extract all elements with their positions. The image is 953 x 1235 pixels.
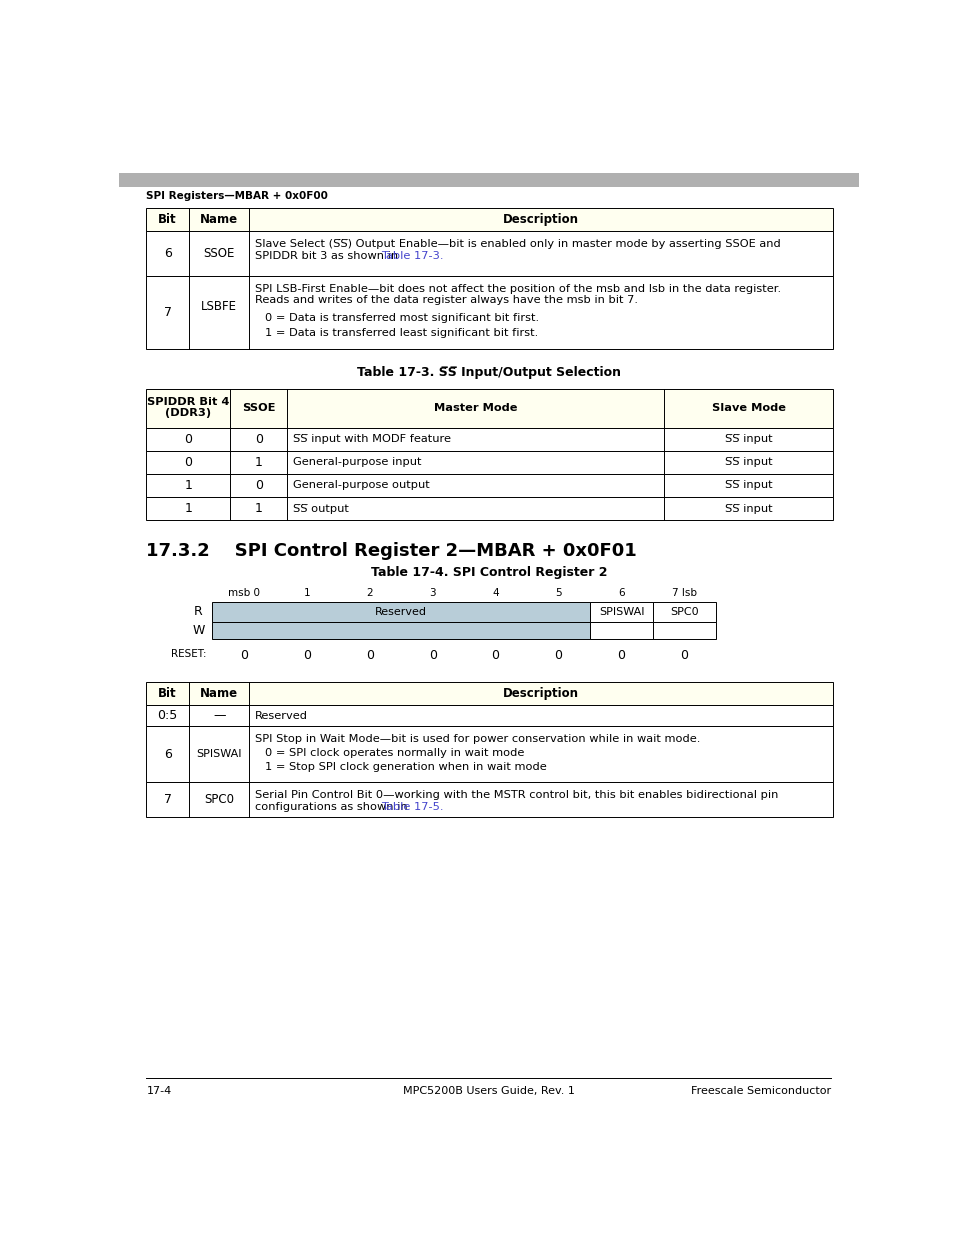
Text: Table 17-5.: Table 17-5. — [381, 802, 443, 811]
Text: 6: 6 — [164, 247, 172, 261]
Text: General-purpose output: General-purpose output — [293, 480, 429, 490]
Text: 4: 4 — [492, 588, 498, 598]
Text: 0: 0 — [679, 650, 688, 662]
Text: Name: Name — [200, 687, 238, 700]
Text: MPC5200B Users Guide, Rev. 1: MPC5200B Users Guide, Rev. 1 — [402, 1086, 575, 1095]
Text: 0: 0 — [365, 650, 374, 662]
Text: 0: 0 — [254, 479, 262, 492]
Text: Slave Select (S̅S̅) Output Enable—bit is enabled only in master mode by assertin: Slave Select (S̅S̅) Output Enable—bit is… — [254, 240, 780, 249]
Text: 7 lsb: 7 lsb — [671, 588, 697, 598]
Text: 0: 0 — [491, 650, 499, 662]
Bar — [146, 705, 832, 726]
Text: Description: Description — [503, 687, 578, 700]
Bar — [146, 726, 832, 782]
Bar — [146, 474, 832, 496]
Text: Table 17-4. SPI Control Register 2: Table 17-4. SPI Control Register 2 — [371, 567, 606, 579]
Text: Master Mode: Master Mode — [434, 404, 517, 414]
Text: Reads and writes of the data register always have the msb in bit 7.: Reads and writes of the data register al… — [254, 295, 638, 305]
Text: SSOE: SSOE — [242, 404, 275, 414]
Text: 0:5: 0:5 — [157, 709, 177, 722]
Bar — [590, 601, 653, 621]
Text: 0 = Data is transferred most significant bit first.: 0 = Data is transferred most significant… — [265, 312, 538, 324]
Text: S̅S̅ input: S̅S̅ input — [724, 435, 772, 445]
Text: 1: 1 — [254, 456, 262, 469]
Text: LSBFE: LSBFE — [201, 300, 237, 312]
Text: SPISWAI: SPISWAI — [196, 750, 242, 760]
Text: 2: 2 — [366, 588, 373, 598]
Bar — [146, 682, 832, 705]
Bar — [212, 621, 590, 638]
Text: 5: 5 — [555, 588, 561, 598]
Text: 1: 1 — [303, 588, 310, 598]
Text: S̅S̅ input with MODF feature: S̅S̅ input with MODF feature — [293, 435, 451, 445]
Text: Freescale Semiconductor: Freescale Semiconductor — [691, 1086, 831, 1095]
Bar — [146, 275, 832, 350]
Text: 0: 0 — [428, 650, 436, 662]
Text: —: — — [213, 709, 225, 722]
Text: 0: 0 — [239, 650, 248, 662]
Text: Bit: Bit — [158, 214, 177, 226]
Text: Description: Description — [503, 214, 578, 226]
Text: 0: 0 — [184, 432, 192, 446]
Bar — [212, 601, 590, 621]
Bar — [146, 209, 832, 231]
Bar — [653, 621, 716, 638]
Text: 0: 0 — [617, 650, 625, 662]
Text: S̅S̅ output: S̅S̅ output — [293, 504, 349, 514]
Text: 0: 0 — [302, 650, 311, 662]
Text: 17-4: 17-4 — [146, 1086, 172, 1095]
Bar — [653, 601, 716, 621]
Text: Serial Pin Control Bit 0—working with the MSTR control bit, this bit enables bid: Serial Pin Control Bit 0—working with th… — [254, 789, 778, 799]
Text: 1: 1 — [184, 503, 192, 515]
Text: 3: 3 — [429, 588, 436, 598]
Text: SPI LSB-First Enable—bit does not affect the position of the msb and lsb in the : SPI LSB-First Enable—bit does not affect… — [254, 284, 781, 294]
Text: SPI Registers—MBAR + 0x0F00: SPI Registers—MBAR + 0x0F00 — [146, 191, 328, 201]
Text: S̅S̅ input: S̅S̅ input — [724, 480, 772, 490]
Text: 1 = Stop SPI clock generation when in wait mode: 1 = Stop SPI clock generation when in wa… — [265, 762, 546, 772]
Text: RESET:: RESET: — [171, 650, 206, 659]
Text: 7: 7 — [164, 306, 172, 319]
Bar — [146, 231, 832, 275]
Text: 1: 1 — [254, 503, 262, 515]
Text: Reserved: Reserved — [375, 606, 427, 616]
Text: Slave Mode: Slave Mode — [711, 404, 784, 414]
Text: 0: 0 — [554, 650, 562, 662]
Text: msb 0: msb 0 — [228, 588, 259, 598]
Bar — [146, 427, 832, 451]
Text: 7: 7 — [164, 793, 172, 806]
Text: (DDR3): (DDR3) — [165, 409, 211, 419]
Text: 0: 0 — [254, 432, 262, 446]
Bar — [146, 451, 832, 474]
Text: 0: 0 — [184, 456, 192, 469]
Text: R: R — [193, 605, 202, 619]
Text: 1: 1 — [184, 479, 192, 492]
Text: 1 = Data is transferred least significant bit first.: 1 = Data is transferred least significan… — [265, 327, 537, 337]
Bar — [146, 389, 832, 427]
Text: Bit: Bit — [158, 687, 177, 700]
Text: 6: 6 — [618, 588, 624, 598]
Text: SPC0: SPC0 — [670, 606, 699, 616]
Text: SSOE: SSOE — [203, 247, 234, 261]
Text: configurations as shown in: configurations as shown in — [254, 802, 411, 811]
Text: SPIDDR Bit 4: SPIDDR Bit 4 — [147, 396, 229, 406]
Text: W: W — [192, 624, 204, 637]
Bar — [119, 173, 858, 186]
Text: 0 = SPI clock operates normally in wait mode: 0 = SPI clock operates normally in wait … — [265, 748, 524, 758]
Text: Name: Name — [200, 214, 238, 226]
Text: Table 17-3.: Table 17-3. — [381, 252, 443, 262]
Text: General-purpose input: General-purpose input — [293, 457, 421, 467]
Bar — [590, 621, 653, 638]
Text: S̅S̅ input: S̅S̅ input — [724, 457, 772, 467]
Text: SPC0: SPC0 — [204, 793, 234, 806]
Text: SPIDDR bit 3 as shown in: SPIDDR bit 3 as shown in — [254, 252, 401, 262]
Text: SPI Stop in Wait Mode—bit is used for power conservation while in wait mode.: SPI Stop in Wait Mode—bit is used for po… — [254, 734, 700, 745]
Text: SPISWAI: SPISWAI — [598, 606, 643, 616]
Text: 17.3.2    SPI Control Register 2—MBAR + 0x0F01: 17.3.2 SPI Control Register 2—MBAR + 0x0… — [146, 542, 637, 559]
Bar — [146, 782, 832, 818]
Text: 6: 6 — [164, 747, 172, 761]
Bar — [146, 496, 832, 520]
Text: Reserved: Reserved — [254, 710, 308, 721]
Text: Table 17-3. S̅S̅ Input/Output Selection: Table 17-3. S̅S̅ Input/Output Selection — [356, 366, 620, 379]
Text: S̅S̅ input: S̅S̅ input — [724, 504, 772, 514]
